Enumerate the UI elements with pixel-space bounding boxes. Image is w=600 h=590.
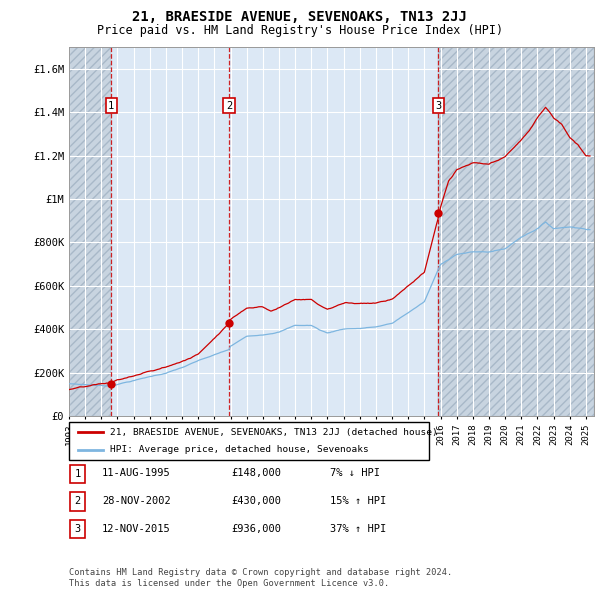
- Text: 21, BRAESIDE AVENUE, SEVENOAKS, TN13 2JJ (detached house): 21, BRAESIDE AVENUE, SEVENOAKS, TN13 2JJ…: [110, 428, 438, 437]
- Text: 2: 2: [74, 497, 80, 506]
- Bar: [439, 47, 594, 416]
- Text: 28-NOV-2002: 28-NOV-2002: [102, 496, 171, 506]
- Text: £936,000: £936,000: [231, 524, 281, 533]
- Text: Price paid vs. HM Land Registry's House Price Index (HPI): Price paid vs. HM Land Registry's House …: [97, 24, 503, 37]
- Text: 21, BRAESIDE AVENUE, SEVENOAKS, TN13 2JJ: 21, BRAESIDE AVENUE, SEVENOAKS, TN13 2JJ: [133, 10, 467, 24]
- FancyBboxPatch shape: [69, 422, 429, 460]
- Text: 1: 1: [74, 469, 80, 478]
- Text: HPI: Average price, detached house, Sevenoaks: HPI: Average price, detached house, Seve…: [110, 445, 369, 454]
- Text: 3: 3: [435, 101, 442, 111]
- Text: 7% ↓ HPI: 7% ↓ HPI: [330, 468, 380, 478]
- FancyBboxPatch shape: [70, 493, 85, 510]
- FancyBboxPatch shape: [70, 520, 85, 538]
- Text: 1: 1: [108, 101, 115, 111]
- Text: £148,000: £148,000: [231, 468, 281, 478]
- Bar: [69, 47, 111, 416]
- Text: 3: 3: [74, 525, 80, 534]
- Text: £430,000: £430,000: [231, 496, 281, 506]
- Text: 12-NOV-2015: 12-NOV-2015: [102, 524, 171, 533]
- Text: 2: 2: [226, 101, 232, 111]
- Text: 37% ↑ HPI: 37% ↑ HPI: [330, 524, 386, 533]
- Text: Contains HM Land Registry data © Crown copyright and database right 2024.
This d: Contains HM Land Registry data © Crown c…: [69, 568, 452, 588]
- Text: 11-AUG-1995: 11-AUG-1995: [102, 468, 171, 478]
- Text: 15% ↑ HPI: 15% ↑ HPI: [330, 496, 386, 506]
- FancyBboxPatch shape: [70, 465, 85, 483]
